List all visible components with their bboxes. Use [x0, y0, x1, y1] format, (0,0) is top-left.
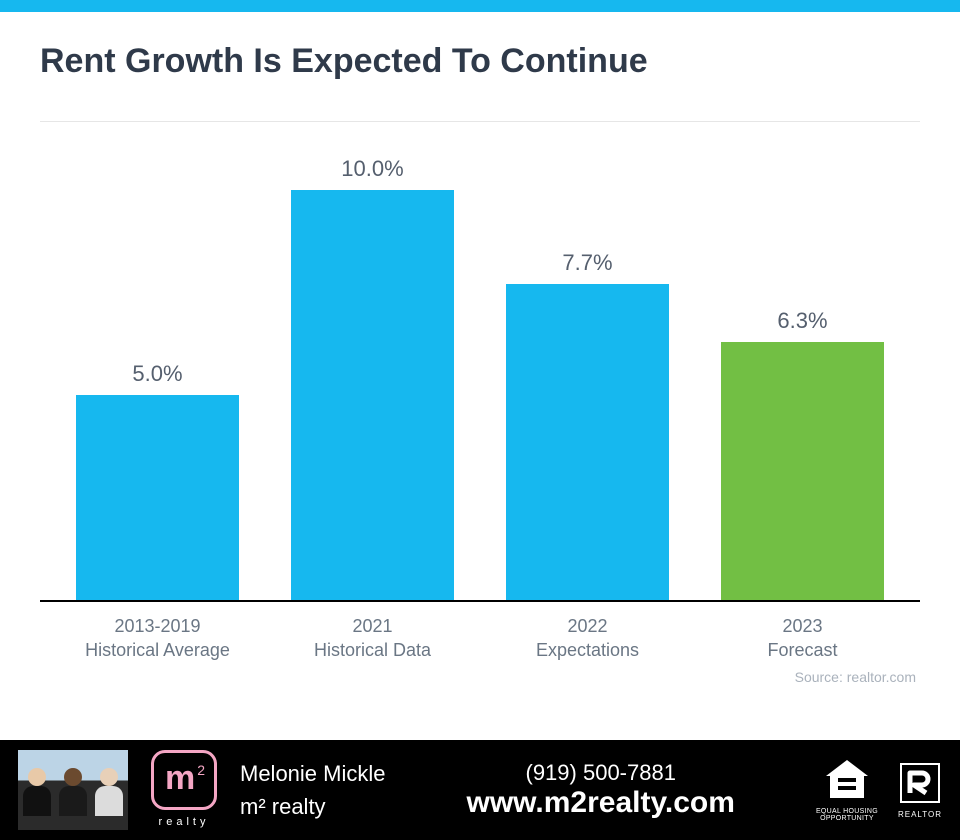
x-axis-label: 2023Forecast	[708, 614, 897, 663]
logo-sup: 2	[197, 762, 205, 778]
bar-column: 6.3%	[708, 308, 897, 600]
footer-bar: m2 realty Melonie Mickle m² realty (919)…	[0, 740, 960, 840]
agent-name-block: Melonie Mickle m² realty	[240, 757, 386, 823]
agent-name: Melonie Mickle	[240, 757, 386, 790]
equal-housing-icon: EQUAL HOUSINGOPPORTUNITY	[816, 758, 878, 822]
contact-block: (919) 500-7881 www.m2realty.com	[406, 760, 796, 820]
bar-value-label: 6.3%	[777, 308, 827, 334]
bar-column: 7.7%	[493, 250, 682, 600]
bar-value-label: 5.0%	[132, 361, 182, 387]
website-url: www.m2realty.com	[406, 786, 796, 820]
bar	[291, 190, 454, 600]
agent-photo	[18, 750, 128, 830]
bar-value-label: 7.7%	[562, 250, 612, 276]
bar	[721, 342, 884, 600]
accent-bar	[0, 0, 960, 12]
x-axis-labels: 2013-2019Historical Average 2021Historica…	[40, 602, 920, 663]
x-axis-label: 2022Expectations	[493, 614, 682, 663]
logo-m: m	[165, 759, 195, 798]
bar-value-label: 10.0%	[341, 156, 403, 182]
source-text: Source: realtor.com	[40, 669, 920, 685]
bar-column: 5.0%	[63, 361, 252, 600]
chart-title: Rent Growth Is Expected To Continue	[40, 42, 920, 81]
company-name: m² realty	[240, 790, 386, 823]
x-axis-label: 2021Historical Data	[278, 614, 467, 663]
logo-subtext: realty	[159, 816, 210, 828]
company-logo: m2 realty	[148, 750, 220, 830]
main-panel: Rent Growth Is Expected To Continue 5.0%…	[0, 12, 960, 695]
phone-number: (919) 500-7881	[406, 760, 796, 786]
bar	[506, 284, 669, 600]
realtor-icon: REALTOR	[898, 761, 942, 819]
m2-logo-icon: m2	[151, 750, 217, 810]
bar-column: 10.0%	[278, 156, 467, 600]
x-axis-label: 2013-2019Historical Average	[63, 614, 252, 663]
eho-caption: EQUAL HOUSINGOPPORTUNITY	[816, 808, 878, 822]
bar	[76, 395, 239, 600]
chart-container: 5.0% 10.0% 7.7% 6.3% 2013-2019Historical Av…	[40, 121, 920, 685]
realtor-caption: REALTOR	[898, 811, 942, 819]
bar-chart: 5.0% 10.0% 7.7% 6.3%	[40, 142, 920, 602]
